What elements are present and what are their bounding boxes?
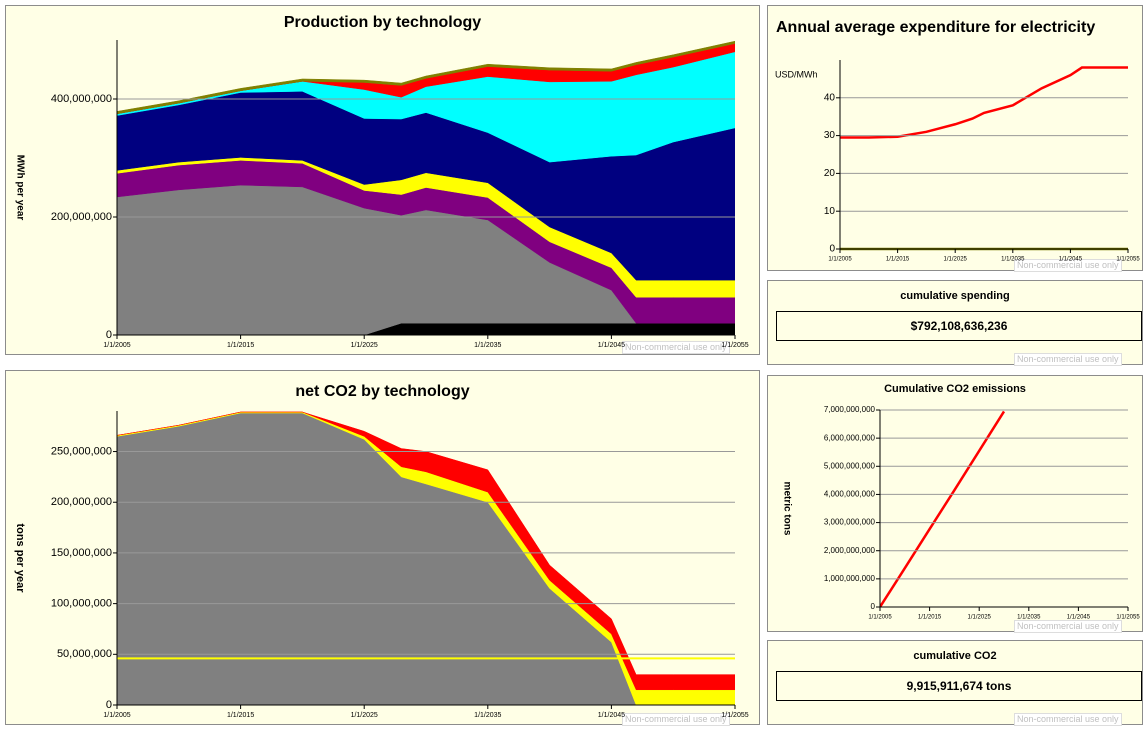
y-tick-label: 0 <box>106 329 112 341</box>
chart-title: net CO2 by technology <box>295 383 470 400</box>
x-tick-label: 1/1/2045 <box>1067 615 1091 621</box>
x-tick-label: 1/1/2055 <box>721 712 748 719</box>
x-tick-label: 1/1/2045 <box>598 712 625 719</box>
watermark: Non-commercial use only <box>1014 353 1122 366</box>
x-tick-label: 1/1/2035 <box>1017 615 1041 621</box>
x-tick-label: 1/1/2025 <box>351 712 378 719</box>
plot <box>117 40 735 335</box>
kpi-value: $792,108,636,236 <box>776 311 1142 341</box>
y-tick-label: 5,000,000,000 <box>824 461 876 470</box>
line-series <box>840 66 1128 139</box>
x-tick-label: 1/1/2045 <box>1059 257 1083 263</box>
y-axis-label: MWh per year <box>14 155 25 221</box>
y-axis-label: metric tons <box>781 482 792 536</box>
watermark: Non-commercial use only <box>622 341 730 354</box>
y-tick-label: 200,000,000 <box>51 496 112 508</box>
x-tick-label: 1/1/2005 <box>103 342 130 349</box>
x-tick-label: 1/1/2025 <box>944 257 968 263</box>
watermark: Non-commercial use only <box>622 713 730 726</box>
watermark: Non-commercial use only <box>1014 620 1122 633</box>
x-tick-label: 1/1/2025 <box>351 342 378 349</box>
x-tick-label: 1/1/2005 <box>828 257 852 263</box>
area-series <box>117 411 735 691</box>
x-tick-label: 1/1/2015 <box>918 615 942 621</box>
x-tick-label: 1/1/2035 <box>1001 257 1025 263</box>
x-tick-label: 1/1/2025 <box>968 615 992 621</box>
y-tick-label: 7,000,000,000 <box>824 405 876 414</box>
kpi-title: cumulative spending <box>900 290 1010 302</box>
line-series <box>880 410 1006 607</box>
y-tick-label: 0 <box>871 602 876 611</box>
x-tick-label: 1/1/2015 <box>227 712 254 719</box>
y-tick-label: 30 <box>824 130 836 141</box>
y-tick-label: 400,000,000 <box>51 93 112 105</box>
chart-title: Production by technology <box>283 14 482 31</box>
y-tick-label: 150,000,000 <box>51 547 112 559</box>
y-tick-label: 100,000,000 <box>51 598 112 610</box>
kpi-title: cumulative CO2 <box>913 650 997 662</box>
y-tick-label: 6,000,000,000 <box>824 433 876 442</box>
y-axis-label: USD/MWh <box>775 69 818 79</box>
x-tick-label: 1/1/2035 <box>474 712 501 719</box>
chart-title: Annual average expenditure for electrici… <box>776 19 1096 36</box>
y-tick-label: 250,000,000 <box>51 445 112 457</box>
x-tick-label: 1/1/2055 <box>721 342 748 349</box>
x-tick-label: 1/1/2055 <box>1116 615 1140 621</box>
y-tick-label: 50,000,000 <box>57 648 112 660</box>
plot <box>117 411 735 705</box>
x-tick-label: 1/1/2045 <box>598 342 625 349</box>
x-tick-label: 1/1/2015 <box>886 257 910 263</box>
panel <box>767 5 1143 271</box>
y-tick-label: 200,000,000 <box>51 211 112 223</box>
x-tick-label: 1/1/2055 <box>1116 257 1140 263</box>
y-tick-label: 2,000,000,000 <box>824 546 876 555</box>
panel <box>767 375 1143 632</box>
y-tick-label: 0 <box>829 244 835 255</box>
kpi-value: 9,915,911,674 tons <box>776 671 1142 701</box>
watermark: Non-commercial use only <box>1014 259 1122 272</box>
y-tick-label: 10 <box>824 206 836 217</box>
chart-title: Cumulative CO2 emissions <box>884 383 1026 395</box>
y-tick-label: 20 <box>824 168 836 179</box>
x-tick-label: 1/1/2015 <box>227 342 254 349</box>
y-tick-label: 3,000,000,000 <box>824 518 876 527</box>
x-tick-label: 1/1/2005 <box>868 615 892 621</box>
x-tick-label: 1/1/2035 <box>474 342 501 349</box>
y-tick-label: 1,000,000,000 <box>824 574 876 583</box>
y-tick-label: 40 <box>824 92 836 103</box>
y-axis-label: tons per year <box>14 523 26 593</box>
watermark: Non-commercial use only <box>1014 713 1122 726</box>
x-tick-label: 1/1/2005 <box>103 712 130 719</box>
y-tick-label: 0 <box>106 699 112 711</box>
y-tick-label: 4,000,000,000 <box>824 490 876 499</box>
plot <box>880 410 1006 607</box>
area-series <box>117 40 735 115</box>
plot <box>840 66 1128 251</box>
